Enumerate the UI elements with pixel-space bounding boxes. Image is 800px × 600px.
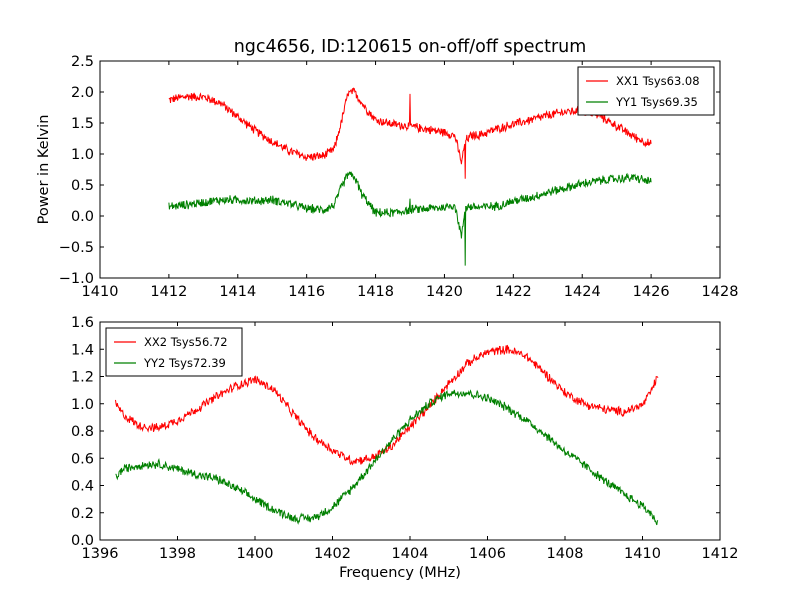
y-axis-label: Power in Kelvin [36,115,52,225]
y-tick-label: −0.5 [59,240,94,256]
figure-title: ngc4656, ID:120615 on-off/off spectrum [234,37,587,57]
series-line-2 [168,171,652,266]
y-tick-label: 0.6 [71,451,94,467]
x-tick-label: 1416 [288,284,325,300]
series-group-1 [168,87,652,266]
y-tick-label: 0.2 [71,506,94,522]
x-tick-label: 1408 [547,546,584,562]
legend-2: XX2 Tsys56.72 YY2 Tsys72.39 [105,327,243,377]
x-tick-label: 1402 [314,546,351,562]
x-axis-label: Frequency (MHz) [339,565,461,581]
y-tick-label: 0.0 [71,209,94,225]
x-tick-label: 1410 [624,546,661,562]
x-tick-label: 1400 [237,546,274,562]
y-tick-label: −1.0 [59,271,94,287]
x-tick-label: 1412 [150,284,187,300]
x-tick-label: 1404 [392,546,429,562]
legend-box [105,327,243,377]
legend-label: XX2 Tsys56.72 [144,335,228,349]
y-tick-label: 1.5 [71,116,94,132]
x-tick-label: 1414 [219,284,256,300]
x-tick-label: 1428 [702,284,739,300]
y-tick-label: 1.6 [71,315,94,331]
x-tick-label: 1420 [426,284,463,300]
y-tick-label: 1.4 [71,342,94,358]
y-tick-label: 2.0 [71,85,94,101]
y-tick-label: 1.2 [71,370,94,386]
y-tick-label: 0.5 [71,178,94,194]
series-group-2 [115,344,659,526]
series-line-2 [115,389,659,526]
x-tick-label: 1410 [82,284,119,300]
y-tick-label: 1.0 [71,147,94,163]
legend-label: YY2 Tsys72.39 [143,356,226,370]
x-tick-label: 1418 [357,284,394,300]
legend-label: XX1 Tsys63.08 [616,74,700,88]
y-tick-label: 1.0 [71,397,94,413]
plot-frame-1 [99,60,721,279]
legend-label: YY1 Tsys69.35 [615,95,698,109]
chart-panel-1: 1410 1412 1414 1416 1418 1420 1422 1424 1426 1428… [36,54,738,300]
legend-box [577,66,715,116]
legend-1: XX1 Tsys63.08 YY1 Tsys69.35 [577,66,715,116]
x-tick-label: 1396 [82,546,119,562]
y-tick-label: 0.4 [71,479,94,495]
x-tick-label: 1426 [633,284,670,300]
x-tick-label: 1412 [702,546,739,562]
series-line-1 [168,87,652,179]
y-tick-label: 2.5 [71,54,94,70]
x-tick-label: 1406 [469,546,506,562]
x-tick-label: 1398 [159,546,196,562]
y-tick-label: 0.8 [71,424,94,440]
y-tick-label: 0.0 [71,533,94,549]
x-tick-label: 1424 [564,284,601,300]
chart-panel-2: 1396 1398 1400 1402 1404 1406 1408 1410 1412 0.0 0… [71,315,739,581]
x-tick-label: 1422 [495,284,532,300]
series-line-1 [115,344,659,466]
